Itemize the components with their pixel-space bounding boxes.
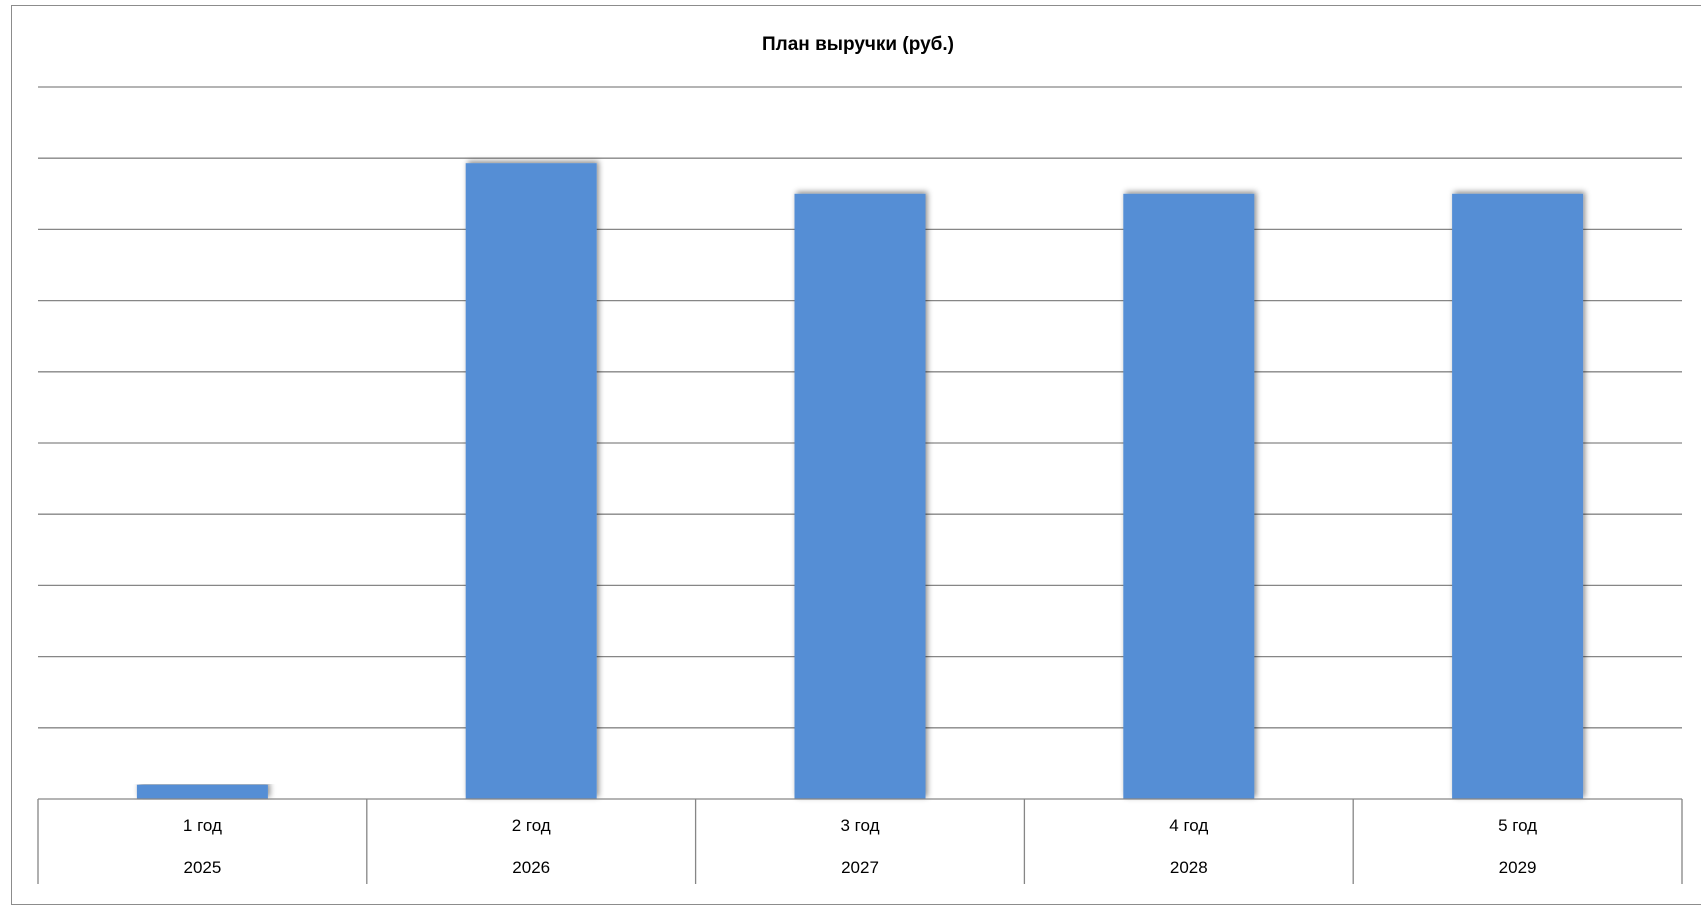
bar (1452, 193, 1584, 800)
x-tick-label-year: 2026 (512, 858, 550, 877)
bars (136, 163, 1584, 800)
x-tick-label: 1 год (183, 816, 222, 835)
x-tick-label-year: 2029 (1499, 858, 1537, 877)
bar (136, 784, 268, 799)
x-tick-label-year: 2025 (183, 858, 221, 877)
bar (1123, 193, 1255, 800)
category-axis: 1 год 2025 2 год 2026 3 год 2027 4 год 2028 5 го… (37, 798, 1683, 884)
chart-svg: План выручки (руб.) 1 год 2025 2 год 2026 3 … (37, 34, 1683, 884)
x-tick-label: 3 год (840, 816, 879, 835)
chart-title: План выручки (руб.) (762, 34, 954, 55)
x-tick-label-year: 2027 (841, 858, 879, 877)
x-tick-label: 4 год (1169, 816, 1208, 835)
bar (794, 193, 926, 800)
x-tick-label: 5 год (1498, 816, 1537, 835)
x-tick-label: 2 год (512, 816, 551, 835)
bar (465, 163, 597, 799)
x-tick-label-year: 2028 (1170, 858, 1208, 877)
